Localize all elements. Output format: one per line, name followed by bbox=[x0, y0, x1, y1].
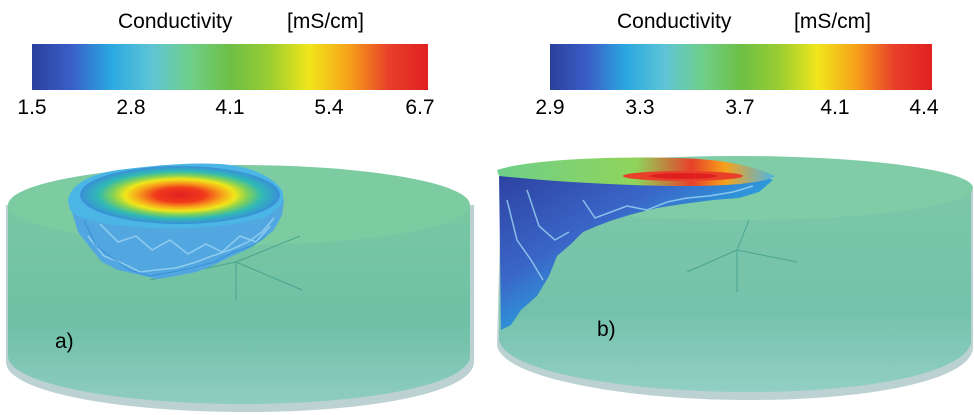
colorbar-tick: 5.4 bbox=[314, 96, 344, 119]
panel-label: b) bbox=[597, 318, 616, 341]
colorbar-unit: [mS/cm] bbox=[287, 10, 364, 33]
colorbar-unit: [mS/cm] bbox=[794, 10, 871, 33]
cylinder-render-a bbox=[6, 163, 474, 412]
colorbar-tick: 2.9 bbox=[535, 96, 565, 119]
colorbar-tick: 6.7 bbox=[405, 96, 435, 119]
inclusion-wall bbox=[499, 168, 773, 330]
cylinder-body bbox=[499, 190, 971, 392]
panel-b: Conductivity [mS/cm] 2.9 3.3 3.7 4.1 4.4 bbox=[487, 0, 974, 415]
colorbar-title: Conductivity bbox=[118, 10, 233, 33]
colorbar-tick: 4.1 bbox=[215, 96, 245, 119]
colorbar-tick: 1.5 bbox=[17, 96, 47, 119]
colorbar-tick: 4.4 bbox=[909, 96, 939, 119]
panel-label: a) bbox=[55, 330, 74, 353]
colorbar-gradient bbox=[550, 44, 932, 90]
colorbar-gradient bbox=[32, 44, 428, 90]
colorbar-tick: 2.8 bbox=[116, 96, 146, 119]
colorbar-title: Conductivity bbox=[617, 10, 732, 33]
colorbar-tick: 3.3 bbox=[625, 96, 655, 119]
panel-a: Conductivity [mS/cm] 1.5 2.8 4.1 5.4 6.7 bbox=[6, 10, 474, 412]
colorbar-tick: 3.7 bbox=[725, 96, 755, 119]
axes-lines bbox=[686, 219, 798, 292]
colorbar-tick: 4.1 bbox=[820, 96, 850, 119]
cylinder-render-b bbox=[497, 156, 973, 400]
